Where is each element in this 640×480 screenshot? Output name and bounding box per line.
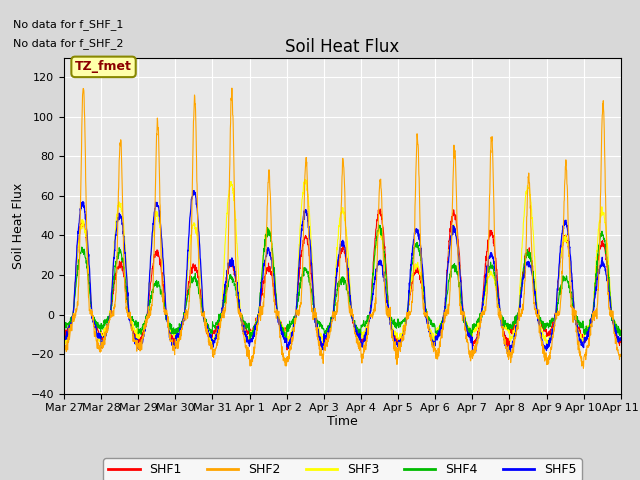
SHF4 xyxy=(371,252,379,258)
SHF2 xyxy=(228,85,236,91)
Line: SHF2: SHF2 xyxy=(64,88,621,368)
SHF2 xyxy=(504,343,512,349)
SHF5 xyxy=(568,278,576,284)
SHF3 xyxy=(577,343,585,348)
SHF3 xyxy=(617,327,625,333)
SHF4 xyxy=(617,328,625,334)
SHF2 xyxy=(617,351,625,357)
Text: No data for f_SHF_2: No data for f_SHF_2 xyxy=(13,38,124,49)
SHF5 xyxy=(60,335,68,340)
SHF2 xyxy=(371,301,379,307)
SHF5 xyxy=(371,278,379,284)
SHF3 xyxy=(371,256,379,262)
SHF4 xyxy=(60,324,68,330)
SHF2 xyxy=(584,345,591,350)
Y-axis label: Soil Heat Flux: Soil Heat Flux xyxy=(12,182,25,269)
SHF3 xyxy=(216,323,223,329)
SHF2 xyxy=(60,349,68,355)
SHF4 xyxy=(505,325,513,331)
SHF5 xyxy=(504,353,512,359)
SHF3 xyxy=(301,177,308,182)
SHF2 xyxy=(580,365,588,371)
Line: SHF4: SHF4 xyxy=(64,225,621,340)
SHF5 xyxy=(359,344,367,350)
X-axis label: Time: Time xyxy=(327,415,358,428)
SHF4 xyxy=(584,327,591,333)
Legend: SHF1, SHF2, SHF3, SHF4, SHF5: SHF1, SHF2, SHF3, SHF4, SHF5 xyxy=(103,458,582,480)
SHF4 xyxy=(216,318,223,324)
SHF5 xyxy=(584,334,591,340)
SHF4 xyxy=(246,337,254,343)
SHF5 xyxy=(189,188,197,193)
Line: SHF5: SHF5 xyxy=(64,191,621,356)
SHF5 xyxy=(617,335,625,340)
SHF3 xyxy=(568,276,575,282)
Text: TZ_fmet: TZ_fmet xyxy=(75,60,132,73)
SHF4 xyxy=(568,295,576,301)
SHF3 xyxy=(359,332,367,338)
SHF3 xyxy=(584,329,591,335)
SHF1 xyxy=(617,339,625,345)
SHF1 xyxy=(584,333,591,338)
SHF4 xyxy=(375,222,383,228)
SHF1 xyxy=(359,338,367,344)
SHF1 xyxy=(505,342,513,348)
SHF1 xyxy=(216,320,223,326)
SHF2 xyxy=(216,331,223,336)
SHF5 xyxy=(216,324,223,330)
SHF5 xyxy=(505,349,513,355)
Line: SHF3: SHF3 xyxy=(64,180,621,346)
SHF2 xyxy=(568,304,575,310)
SHF1 xyxy=(284,347,291,353)
SHF3 xyxy=(504,326,512,332)
SHF1 xyxy=(376,206,384,212)
SHF1 xyxy=(60,332,68,338)
SHF3 xyxy=(60,340,68,346)
Line: SHF1: SHF1 xyxy=(64,209,621,350)
SHF1 xyxy=(568,278,576,284)
Title: Soil Heat Flux: Soil Heat Flux xyxy=(285,38,399,56)
SHF2 xyxy=(359,353,367,359)
SHF4 xyxy=(359,322,367,328)
Text: No data for f_SHF_1: No data for f_SHF_1 xyxy=(13,19,123,30)
SHF1 xyxy=(371,241,379,247)
